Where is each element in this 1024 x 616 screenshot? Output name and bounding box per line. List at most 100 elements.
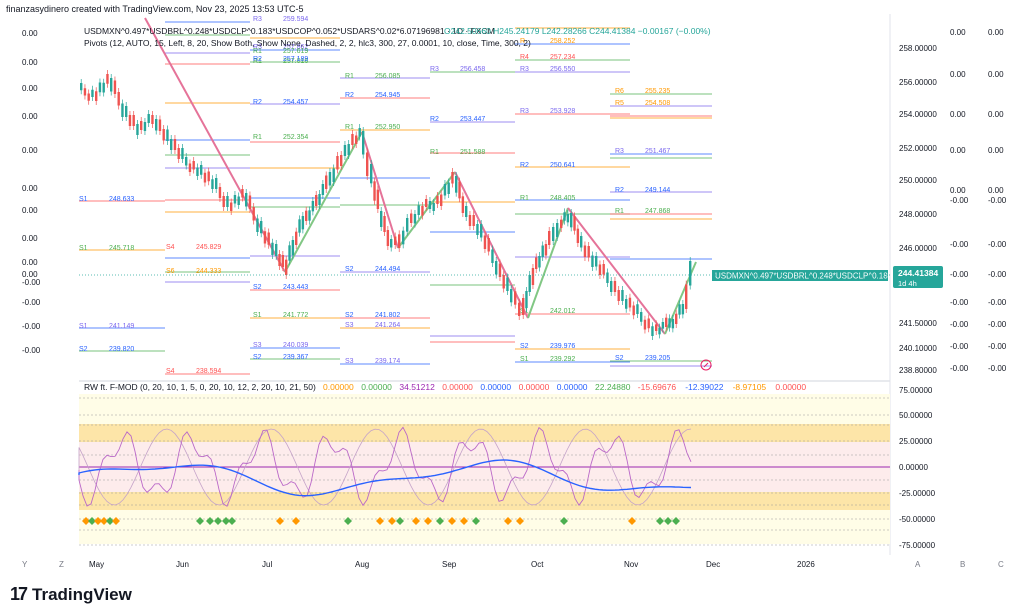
candle-body xyxy=(87,93,90,101)
candle-body xyxy=(110,78,113,92)
candle-body xyxy=(498,263,502,277)
left-value: 0.00 xyxy=(22,234,38,243)
pivot-label-value: 238.594 xyxy=(196,368,221,375)
price-tick: 256.00000 xyxy=(899,78,937,87)
current-price-label[interactable]: USDMXN^0.497*USDBRL^0.248*USDCLP^0.18...… xyxy=(712,266,943,288)
oscillator-signal-marker xyxy=(94,517,102,525)
candle-body xyxy=(522,298,525,315)
candle-body xyxy=(428,201,432,209)
pivot-label-value: 241.772 xyxy=(283,312,308,319)
pivot-label-tag: R1 xyxy=(253,58,262,65)
candle-body xyxy=(252,207,255,221)
pivot-label-value: 250.641 xyxy=(550,162,575,169)
candle-body xyxy=(476,224,479,235)
candle-body xyxy=(468,215,472,226)
candle-body xyxy=(347,144,350,155)
side-value: 0.00 xyxy=(950,146,966,155)
candle-body xyxy=(675,313,678,324)
pivot-label-tag: S1 xyxy=(79,245,88,252)
candle-body xyxy=(560,219,563,228)
oscillator-signal-marker xyxy=(206,517,214,525)
oscillator-title: RW ft. F-MOD (0, 20, 10, 1, 5, 0, 20, 10… xyxy=(84,382,316,392)
candle-body xyxy=(421,206,424,216)
candle-body xyxy=(311,201,315,212)
candle-body xyxy=(417,205,420,215)
zigzag-segment xyxy=(284,131,363,273)
oscillator-signal-marker xyxy=(376,517,384,525)
candle-body xyxy=(541,245,544,257)
candle-body xyxy=(436,196,439,204)
pivot-label-value: 255.235 xyxy=(645,88,670,95)
pivot-label-value: 249.144 xyxy=(645,187,670,194)
pivot-label-value: 251.588 xyxy=(460,149,485,156)
candle-body xyxy=(230,202,233,211)
candle-body xyxy=(278,254,281,266)
candle-body xyxy=(200,165,203,175)
candle-body xyxy=(535,257,538,269)
candle-body xyxy=(162,129,165,141)
candle-body xyxy=(256,218,259,232)
side-value: 0.00 xyxy=(950,28,966,37)
candle-body xyxy=(245,193,248,207)
candle-body xyxy=(373,181,376,201)
pivot-label-tag: S2 xyxy=(615,355,624,362)
candle-body xyxy=(458,181,461,199)
candle-body xyxy=(237,196,240,205)
time-tick: Nov xyxy=(624,560,638,569)
pivot-label-tag: R3 xyxy=(430,66,439,73)
candle-body xyxy=(158,119,162,131)
candle-body xyxy=(308,210,311,221)
pivot-label-tag: R1 xyxy=(520,195,529,202)
candle-body xyxy=(170,139,173,150)
current-price-value: 244.41384 xyxy=(898,268,938,278)
candle-body xyxy=(98,82,102,93)
candle-body xyxy=(211,179,214,189)
pivot-label-value: 247.868 xyxy=(645,208,670,215)
oscillator-tick: -75.00000 xyxy=(899,541,936,550)
oscillator-signal-marker xyxy=(82,517,90,525)
pivot-label-tag: R1 xyxy=(253,48,262,55)
symbol-legend[interactable]: USDMXN^0.497*USDBRL^0.248*USDCLP^0.183*U… xyxy=(84,26,495,36)
price-chart-svg[interactable]: R3 259.594 R3 257.862 R1 257.619 R1 257.016 R2 25… xyxy=(0,14,1024,574)
pivot-label-tag: R3 xyxy=(520,66,529,73)
oscillator-signal-marker xyxy=(196,517,204,525)
pivot-label-tag: S2 xyxy=(520,343,529,350)
pivot-label-tag: S2 xyxy=(79,346,88,353)
pivot-label-tag: R3 xyxy=(253,16,262,23)
candle-body xyxy=(136,124,139,135)
left-value: 0.00 xyxy=(22,112,38,121)
left-value: 0.00 xyxy=(22,84,38,93)
left-value: 0.00 xyxy=(22,58,38,67)
candle-body xyxy=(321,184,325,195)
ohlc-legend: O242.50660 H245.24179 L242.28266 C244.41… xyxy=(444,26,711,36)
candle-body xyxy=(91,89,94,97)
candle-body xyxy=(301,216,305,230)
tradingview-logo[interactable]: 17 TradingView xyxy=(10,584,132,605)
candle-body xyxy=(487,238,490,252)
pivot-label-value: 257.619 xyxy=(283,48,308,55)
oscillator-value: 0.00000 xyxy=(361,382,392,392)
time-tick: Dec xyxy=(706,560,720,569)
candle-body xyxy=(196,167,199,176)
oscillator-tick: -25.00000 xyxy=(899,489,936,498)
left-value: -0.00 xyxy=(22,298,41,307)
candle-body xyxy=(506,277,509,291)
time-tick: Oct xyxy=(531,560,544,569)
oscillator-signal-marker xyxy=(460,517,468,525)
alert-icon[interactable] xyxy=(700,359,712,371)
price-tick: 254.00000 xyxy=(899,110,937,119)
side-value: -0.00 xyxy=(988,270,1007,279)
oscillator-layer xyxy=(78,394,890,546)
side-value: 0.00 xyxy=(950,110,966,119)
pivot-label-value: 252.950 xyxy=(375,124,400,131)
zigzag-segment xyxy=(361,131,399,249)
candle-body xyxy=(518,302,521,316)
pivot-label-value: 256.458 xyxy=(460,66,485,73)
pivots-legend[interactable]: Pivots (12, AUTO, 15, Left, 8, 20, Show … xyxy=(84,38,531,48)
left-value: 0.00 xyxy=(22,146,38,155)
oscillator-legend[interactable]: RW ft. F-MOD (0, 20, 10, 1, 5, 0, 20, 10… xyxy=(84,382,806,392)
candle-body xyxy=(155,119,158,131)
candle-body xyxy=(678,304,681,315)
chart-frame[interactable]: R3 259.594 R3 257.862 R1 257.619 R1 257.016 R2 25… xyxy=(0,14,1024,574)
oscillator-signal-marker xyxy=(560,517,568,525)
